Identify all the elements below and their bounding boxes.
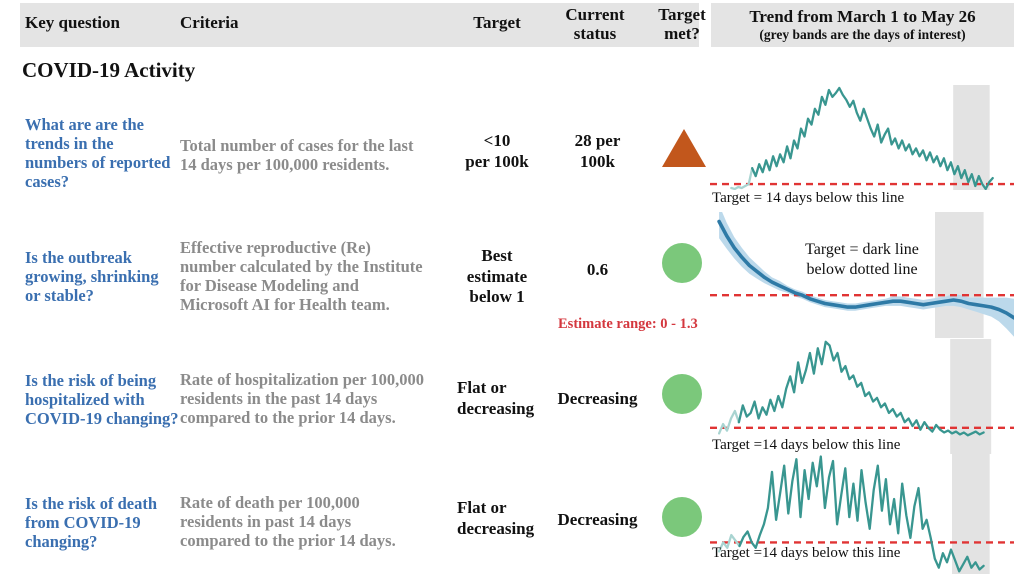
row-cases-question: What are are the trends in the numbers o… [25,115,171,192]
col-header-current-status: Current status [565,5,625,44]
row-cases-status: 28 per 100k [574,131,621,171]
row-death-criteria: Rate of death per 100,000 residents in p… [180,493,396,551]
estimate-range-note: Estimate range: 0 - 1.3 [558,316,698,332]
row-death-status: Decreasing [557,510,638,529]
header-band-right [711,3,1014,47]
col-header-trend-title: Trend from March 1 to May 26 [749,7,976,26]
col-header-target: Target [473,13,521,32]
death-chart-caption: Target =14 days below this line [712,545,901,561]
re-chart-annotation: Target = dark line below dotted line [805,241,919,278]
hospitalization-chart-caption: Target =14 days below this line [712,437,901,453]
death-trend-chart [710,452,1014,574]
row-outbreak-status: 0.6 [586,260,609,279]
section-title: COVID-19 Activity [22,58,196,82]
cases-chart-caption: Target = 14 days below this line [712,190,905,206]
hospitalization-trend-chart [710,339,1014,454]
cases-trend-chart [710,85,1014,191]
col-header-target-met: Target met? [658,5,706,44]
target-met-circle-icon [662,374,702,414]
row-outbreak-criteria: Effective reproductive (Re) number calcu… [180,238,423,315]
row-hospitalization-criteria: Rate of hospitalization per 100,000 resi… [180,370,424,428]
row-hospitalization-status: Decreasing [557,389,638,408]
header-band-left [20,3,699,47]
re-trend-chart [710,204,1016,338]
row-hospitalization-target: Flat or decreasing [457,378,535,418]
row-death-target: Flat or decreasing [457,498,535,538]
target-met-circle-icon [662,497,702,537]
target-met-circle-icon [662,243,702,283]
row-cases-criteria: Total number of cases for the last 14 da… [180,136,414,175]
target-not-met-triangle-icon [662,129,706,167]
col-header-trend-subtitle: (grey bands are the days of interest) [759,27,966,42]
row-death-question: Is the risk of death from COVID-19 chang… [25,494,158,552]
row-outbreak-target: Best estimate below 1 [466,246,528,307]
col-header-criteria: Criteria [180,13,239,32]
row-outbreak-question: Is the outbreak growing, shrinking or st… [25,248,159,306]
col-header-key-question: Key question [25,13,120,32]
row-hospitalization-question: Is the risk of being hospitalized with C… [25,371,179,429]
row-cases-target: <10 per 100k [465,131,529,171]
